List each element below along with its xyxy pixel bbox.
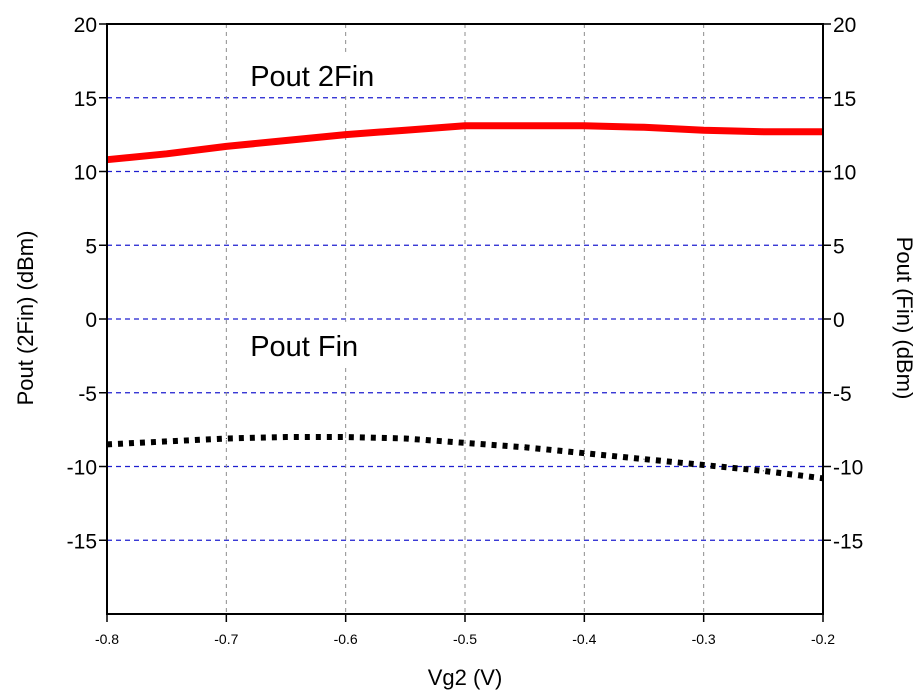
data-point — [404, 129, 406, 131]
data-point — [524, 446, 526, 448]
x-tick-label: -0.3 — [692, 631, 716, 647]
left-y-tick-label: 15 — [74, 88, 97, 111]
axis-ticks — [99, 23, 831, 622]
data-point — [643, 458, 645, 460]
left-y-tick-label: -10 — [67, 457, 97, 480]
data-point — [285, 140, 287, 142]
series-annotation: Pout Fin — [250, 331, 358, 363]
left-y-axis-title: Pout (2Fin) (dBm) — [13, 231, 38, 406]
data-point — [345, 134, 347, 136]
x-tick-label: -0.7 — [214, 631, 238, 647]
x-tick-label: -0.6 — [334, 631, 358, 647]
right-y-tick-label: 20 — [833, 14, 856, 37]
left-y-tick-label: 5 — [85, 235, 97, 258]
left-y-tick-label: -15 — [67, 530, 97, 553]
data-point — [524, 125, 526, 127]
left-y-tick-labels: 20 15 10 5 0 -5 -10 -15 — [67, 14, 97, 553]
data-point — [225, 145, 227, 147]
data-point — [643, 126, 645, 128]
right-y-axis-title: Pout (Fin) (dBm) — [892, 237, 917, 400]
right-y-tick-label: 0 — [833, 309, 845, 332]
annotations: Pout 2Fin Pout Fin — [242, 51, 407, 366]
right-y-tick-label: 10 — [833, 162, 856, 185]
data-point — [166, 153, 168, 155]
x-tick-label: -0.5 — [453, 631, 477, 647]
data-point — [404, 437, 406, 439]
data-point — [762, 470, 764, 472]
data-point — [285, 436, 287, 438]
data-point — [583, 125, 585, 127]
data-point — [762, 131, 764, 133]
data-point — [464, 442, 466, 444]
data-point — [464, 125, 466, 127]
series-annotation: Pout 2Fin — [250, 61, 374, 93]
data-point — [345, 436, 347, 438]
series-layer — [106, 122, 824, 482]
right-y-tick-labels: 20 15 10 5 0 -5 -10 -15 — [833, 14, 863, 553]
x-tick-label: -0.8 — [95, 631, 119, 647]
annotation-background — [242, 321, 391, 366]
left-y-tick-label: 10 — [74, 162, 97, 185]
left-y-tick-label: -5 — [78, 383, 97, 406]
data-point — [703, 464, 705, 466]
right-y-tick-label: 15 — [833, 88, 856, 111]
left-y-tick-label: 0 — [85, 309, 97, 332]
x-tick-label: -0.2 — [811, 631, 835, 647]
right-y-tick-label: -15 — [833, 530, 863, 553]
data-point — [583, 452, 585, 454]
annotation-background — [242, 51, 407, 96]
x-axis-title: Vg2 (V) — [428, 665, 503, 690]
data-point — [225, 437, 227, 439]
right-y-tick-label: -5 — [833, 383, 852, 406]
x-tick-label: -0.4 — [572, 631, 596, 647]
data-point — [166, 440, 168, 442]
right-y-tick-label: 5 — [833, 235, 845, 258]
x-tick-labels: -0.8 -0.7 -0.6 -0.5 -0.4 -0.3 -0.2 — [95, 631, 835, 647]
left-y-tick-label: 20 — [74, 14, 97, 37]
data-point — [703, 129, 705, 131]
right-y-tick-label: -10 — [833, 457, 863, 480]
